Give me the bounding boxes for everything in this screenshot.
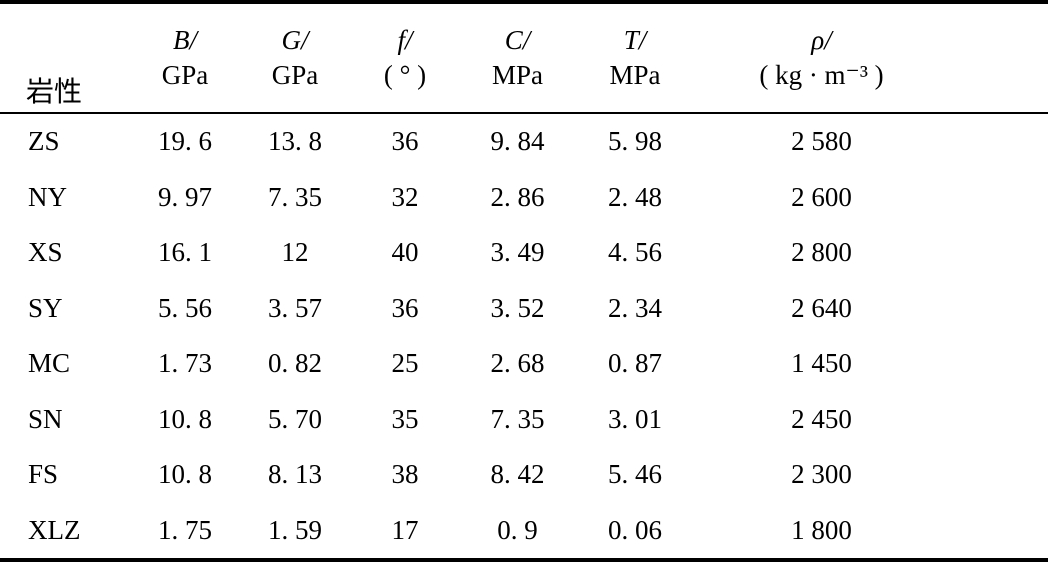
value-cell: 8. 13 [268,459,322,490]
value-cell: 1 450 [791,348,852,379]
value-cell: 0. 9 [497,514,538,545]
value-cell: 5. 98 [608,126,662,157]
rock-cell: FS [28,459,59,490]
table-row: FS 10. 8 8. 13 38 8. 42 5. 46 2 300 [0,447,1048,502]
value-cell: 13. 8 [268,126,322,157]
table-header: 岩性 B/ G/ f/ C/ T/ ρ/ GPa GPa ( ° ) MPa M… [0,2,1048,114]
value-cell: 40 [391,237,419,268]
value-cell: 2. 68 [490,348,545,379]
col-header-symbol-G: G/ [281,25,309,55]
value-cell: 2 800 [791,237,852,268]
value-cell: 8. 42 [490,459,545,490]
col-header-symbol-C: C/ [504,25,531,55]
value-cell: 3. 01 [608,403,662,434]
value-cell: 3. 49 [490,237,545,268]
value-cell: 36 [391,292,419,323]
col-header-unit-rho: ( kg · m⁻³ ) [695,58,1048,114]
value-cell: 12 [281,237,309,268]
table-row: NY 9. 97 7. 35 32 2. 86 2. 48 2 600 [0,170,1048,225]
rock-cell: ZS [28,126,60,157]
table-body: ZS 19. 6 13. 8 36 9. 84 5. 98 2 580 NY 9… [0,113,1048,560]
col-header-unit-G: GPa [240,58,350,114]
table-row: MC 1. 73 0. 82 25 2. 68 0. 87 1 450 [0,336,1048,391]
value-cell: 1 800 [791,514,852,545]
rock-cell: SN [28,403,63,434]
col-header-symbol-B: B/ [173,25,197,55]
value-cell: 5. 56 [158,292,212,323]
rock-cell: MC [28,348,71,379]
rock-cell: NY [28,181,67,212]
value-cell: 38 [391,459,419,490]
value-cell: 3. 52 [490,292,545,323]
value-cell: 32 [391,181,419,212]
rock-cell: SY [28,292,63,323]
value-cell: 25 [391,348,419,379]
value-cell: 9. 97 [158,181,212,212]
value-cell: 7. 35 [490,403,545,434]
col-header-unit-C: MPa [460,58,575,114]
value-cell: 0. 82 [268,348,322,379]
table-row: XS 16. 1 12 40 3. 49 4. 56 2 800 [0,225,1048,280]
col-header-symbol-rho: ρ/ [811,25,832,55]
rock-type-header: 岩性 [0,2,130,114]
col-header-symbol-f: f/ [397,25,413,55]
value-cell: 35 [391,403,419,434]
value-cell: 2. 34 [608,292,662,323]
table-row: SN 10. 8 5. 70 35 7. 35 3. 01 2 450 [0,391,1048,446]
col-header-unit-f: ( ° ) [350,58,460,114]
value-cell: 2 300 [791,459,852,490]
value-cell: 36 [391,126,419,157]
value-cell: 2 600 [791,181,852,212]
value-cell: 4. 56 [608,237,662,268]
table-row: ZS 19. 6 13. 8 36 9. 84 5. 98 2 580 [0,113,1048,170]
value-cell: 0. 06 [608,514,662,545]
col-header-unit-B: GPa [130,58,240,114]
value-cell: 2 450 [791,403,852,434]
value-cell: 1. 59 [268,514,322,545]
value-cell: 2 580 [791,126,852,157]
col-header-symbol-T: T/ [623,25,647,55]
rock-cell: XS [28,237,63,268]
table-row: XLZ 1. 75 1. 59 17 0. 9 0. 06 1 800 [0,502,1048,560]
value-cell: 0. 87 [608,348,662,379]
value-cell: 3. 57 [268,292,322,323]
value-cell: 7. 35 [268,181,322,212]
value-cell: 5. 70 [268,403,322,434]
value-cell: 10. 8 [158,459,212,490]
value-cell: 2. 48 [608,181,662,212]
value-cell: 1. 75 [158,514,212,545]
value-cell: 2 640 [791,292,852,323]
value-cell: 2. 86 [490,181,545,212]
value-cell: 16. 1 [158,237,212,268]
value-cell: 19. 6 [158,126,212,157]
value-cell: 9. 84 [490,126,545,157]
col-header-unit-T: MPa [575,58,695,114]
value-cell: 1. 73 [158,348,212,379]
table-row: SY 5. 56 3. 57 36 3. 52 2. 34 2 640 [0,280,1048,335]
value-cell: 17 [391,514,419,545]
value-cell: 5. 46 [608,459,662,490]
value-cell: 10. 8 [158,403,212,434]
rock-cell: XLZ [28,514,81,545]
